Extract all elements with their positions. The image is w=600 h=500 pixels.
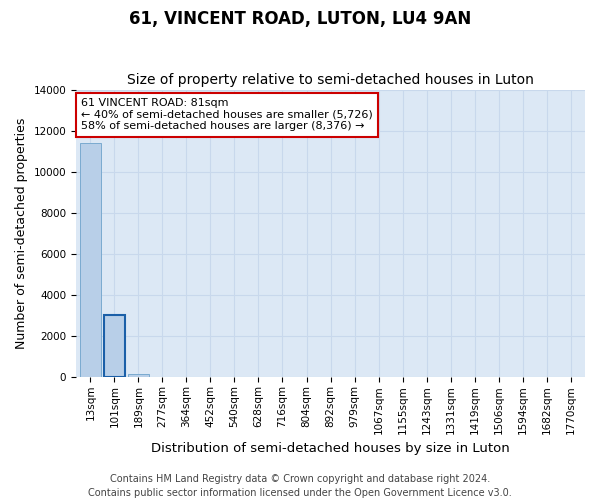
Text: 61, VINCENT ROAD, LUTON, LU4 9AN: 61, VINCENT ROAD, LUTON, LU4 9AN [129, 10, 471, 28]
Text: Contains HM Land Registry data © Crown copyright and database right 2024.
Contai: Contains HM Land Registry data © Crown c… [88, 474, 512, 498]
X-axis label: Distribution of semi-detached houses by size in Luton: Distribution of semi-detached houses by … [151, 442, 510, 455]
Title: Size of property relative to semi-detached houses in Luton: Size of property relative to semi-detach… [127, 73, 534, 87]
Bar [104, 315, 125, 378]
Text: 61 VINCENT ROAD: 81sqm
← 40% of semi-detached houses are smaller (5,726)
58% of : 61 VINCENT ROAD: 81sqm ← 40% of semi-det… [81, 98, 373, 132]
Bar [80, 144, 101, 378]
Y-axis label: Number of semi-detached properties: Number of semi-detached properties [15, 118, 28, 349]
Bar [128, 374, 149, 378]
